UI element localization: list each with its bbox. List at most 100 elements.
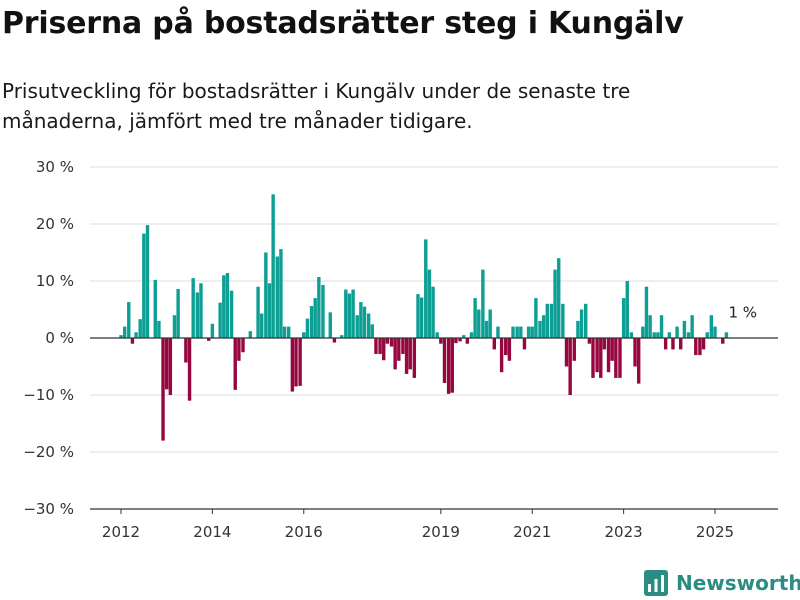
bar <box>694 338 698 356</box>
bar <box>328 312 332 338</box>
bar <box>641 326 645 338</box>
bar <box>450 338 454 393</box>
bar <box>610 338 614 361</box>
x-tick-label: 2025 <box>696 523 734 541</box>
bars <box>119 194 729 441</box>
bar <box>671 338 675 350</box>
bar <box>382 338 386 361</box>
bar <box>435 332 439 338</box>
bar <box>564 338 569 367</box>
bar <box>385 338 390 344</box>
bar <box>344 289 348 338</box>
bar <box>458 338 462 342</box>
bar <box>237 338 241 361</box>
bar <box>195 292 200 338</box>
bar <box>602 338 607 350</box>
bar <box>534 298 538 338</box>
bar <box>561 303 565 338</box>
bar <box>522 338 527 350</box>
bar <box>454 338 458 344</box>
bar <box>332 338 337 343</box>
bar <box>321 284 325 338</box>
y-tick-label: 30 % <box>36 158 74 176</box>
y-tick-label: −20 % <box>23 443 74 461</box>
bar <box>579 309 584 338</box>
bar <box>401 338 405 354</box>
bar <box>305 318 310 338</box>
bar <box>461 335 466 338</box>
bar <box>568 338 572 395</box>
bar <box>119 335 123 338</box>
x-tick-label: 2023 <box>605 523 643 541</box>
bar <box>614 338 618 378</box>
annotation-label: 1 % <box>729 303 758 321</box>
bar <box>675 326 679 338</box>
bar <box>606 338 611 373</box>
bar <box>267 283 272 338</box>
bar <box>290 338 295 392</box>
chart-title: Priserna på bostadsrätter steg i Kungälv <box>2 6 684 41</box>
bar <box>222 275 226 338</box>
bar <box>122 326 127 338</box>
bar <box>442 338 447 384</box>
bar <box>130 338 135 344</box>
bar <box>378 338 382 354</box>
bar <box>481 269 485 338</box>
bar <box>153 279 157 338</box>
bar <box>469 332 474 338</box>
bar <box>393 338 397 370</box>
bar <box>492 338 497 350</box>
bar <box>351 289 355 338</box>
x-tick-label: 2012 <box>102 523 140 541</box>
bar <box>663 338 668 350</box>
bar <box>347 293 352 338</box>
bar <box>519 326 523 338</box>
bar-chart: 30 % 20 % 10 % 0 % −10 % −20 % −30 % 2012 2014 20… <box>23 158 778 541</box>
y-tick-label: 0 % <box>45 329 74 347</box>
bar <box>686 332 691 338</box>
bar <box>161 338 165 441</box>
bar <box>362 306 367 338</box>
bar <box>260 313 264 338</box>
x-tick-label: 2021 <box>513 523 551 541</box>
bar <box>515 326 519 338</box>
bar-chart-logo-icon <box>644 570 668 596</box>
bar <box>659 315 664 338</box>
bar <box>473 298 477 338</box>
bar <box>370 324 375 338</box>
bar <box>339 335 344 338</box>
bar <box>199 283 203 338</box>
bar <box>427 269 432 338</box>
bar <box>545 303 550 338</box>
bar <box>633 338 637 367</box>
bar <box>184 338 188 363</box>
bar <box>408 338 412 370</box>
bar <box>279 249 283 338</box>
bar <box>709 315 714 338</box>
x-tick-label: 2014 <box>193 523 231 541</box>
bar <box>207 338 211 341</box>
bar <box>656 332 660 338</box>
bar <box>241 338 245 353</box>
bar <box>397 338 401 361</box>
bar <box>191 278 195 338</box>
bar <box>599 338 603 378</box>
bar <box>652 332 656 338</box>
bar <box>424 239 428 338</box>
bar <box>549 303 554 338</box>
bar <box>446 338 451 394</box>
bar <box>499 338 504 373</box>
bar <box>134 332 138 338</box>
bar <box>294 338 298 387</box>
x-tick-label: 2016 <box>285 523 323 541</box>
y-tick-label: 20 % <box>36 215 74 233</box>
bar <box>724 332 729 338</box>
bar <box>225 273 230 338</box>
y-tick-label: 10 % <box>36 272 74 290</box>
bar <box>713 326 717 338</box>
bar <box>282 326 287 338</box>
bar <box>587 338 592 344</box>
bar <box>595 338 599 373</box>
bar <box>557 258 561 338</box>
bar <box>172 315 177 338</box>
